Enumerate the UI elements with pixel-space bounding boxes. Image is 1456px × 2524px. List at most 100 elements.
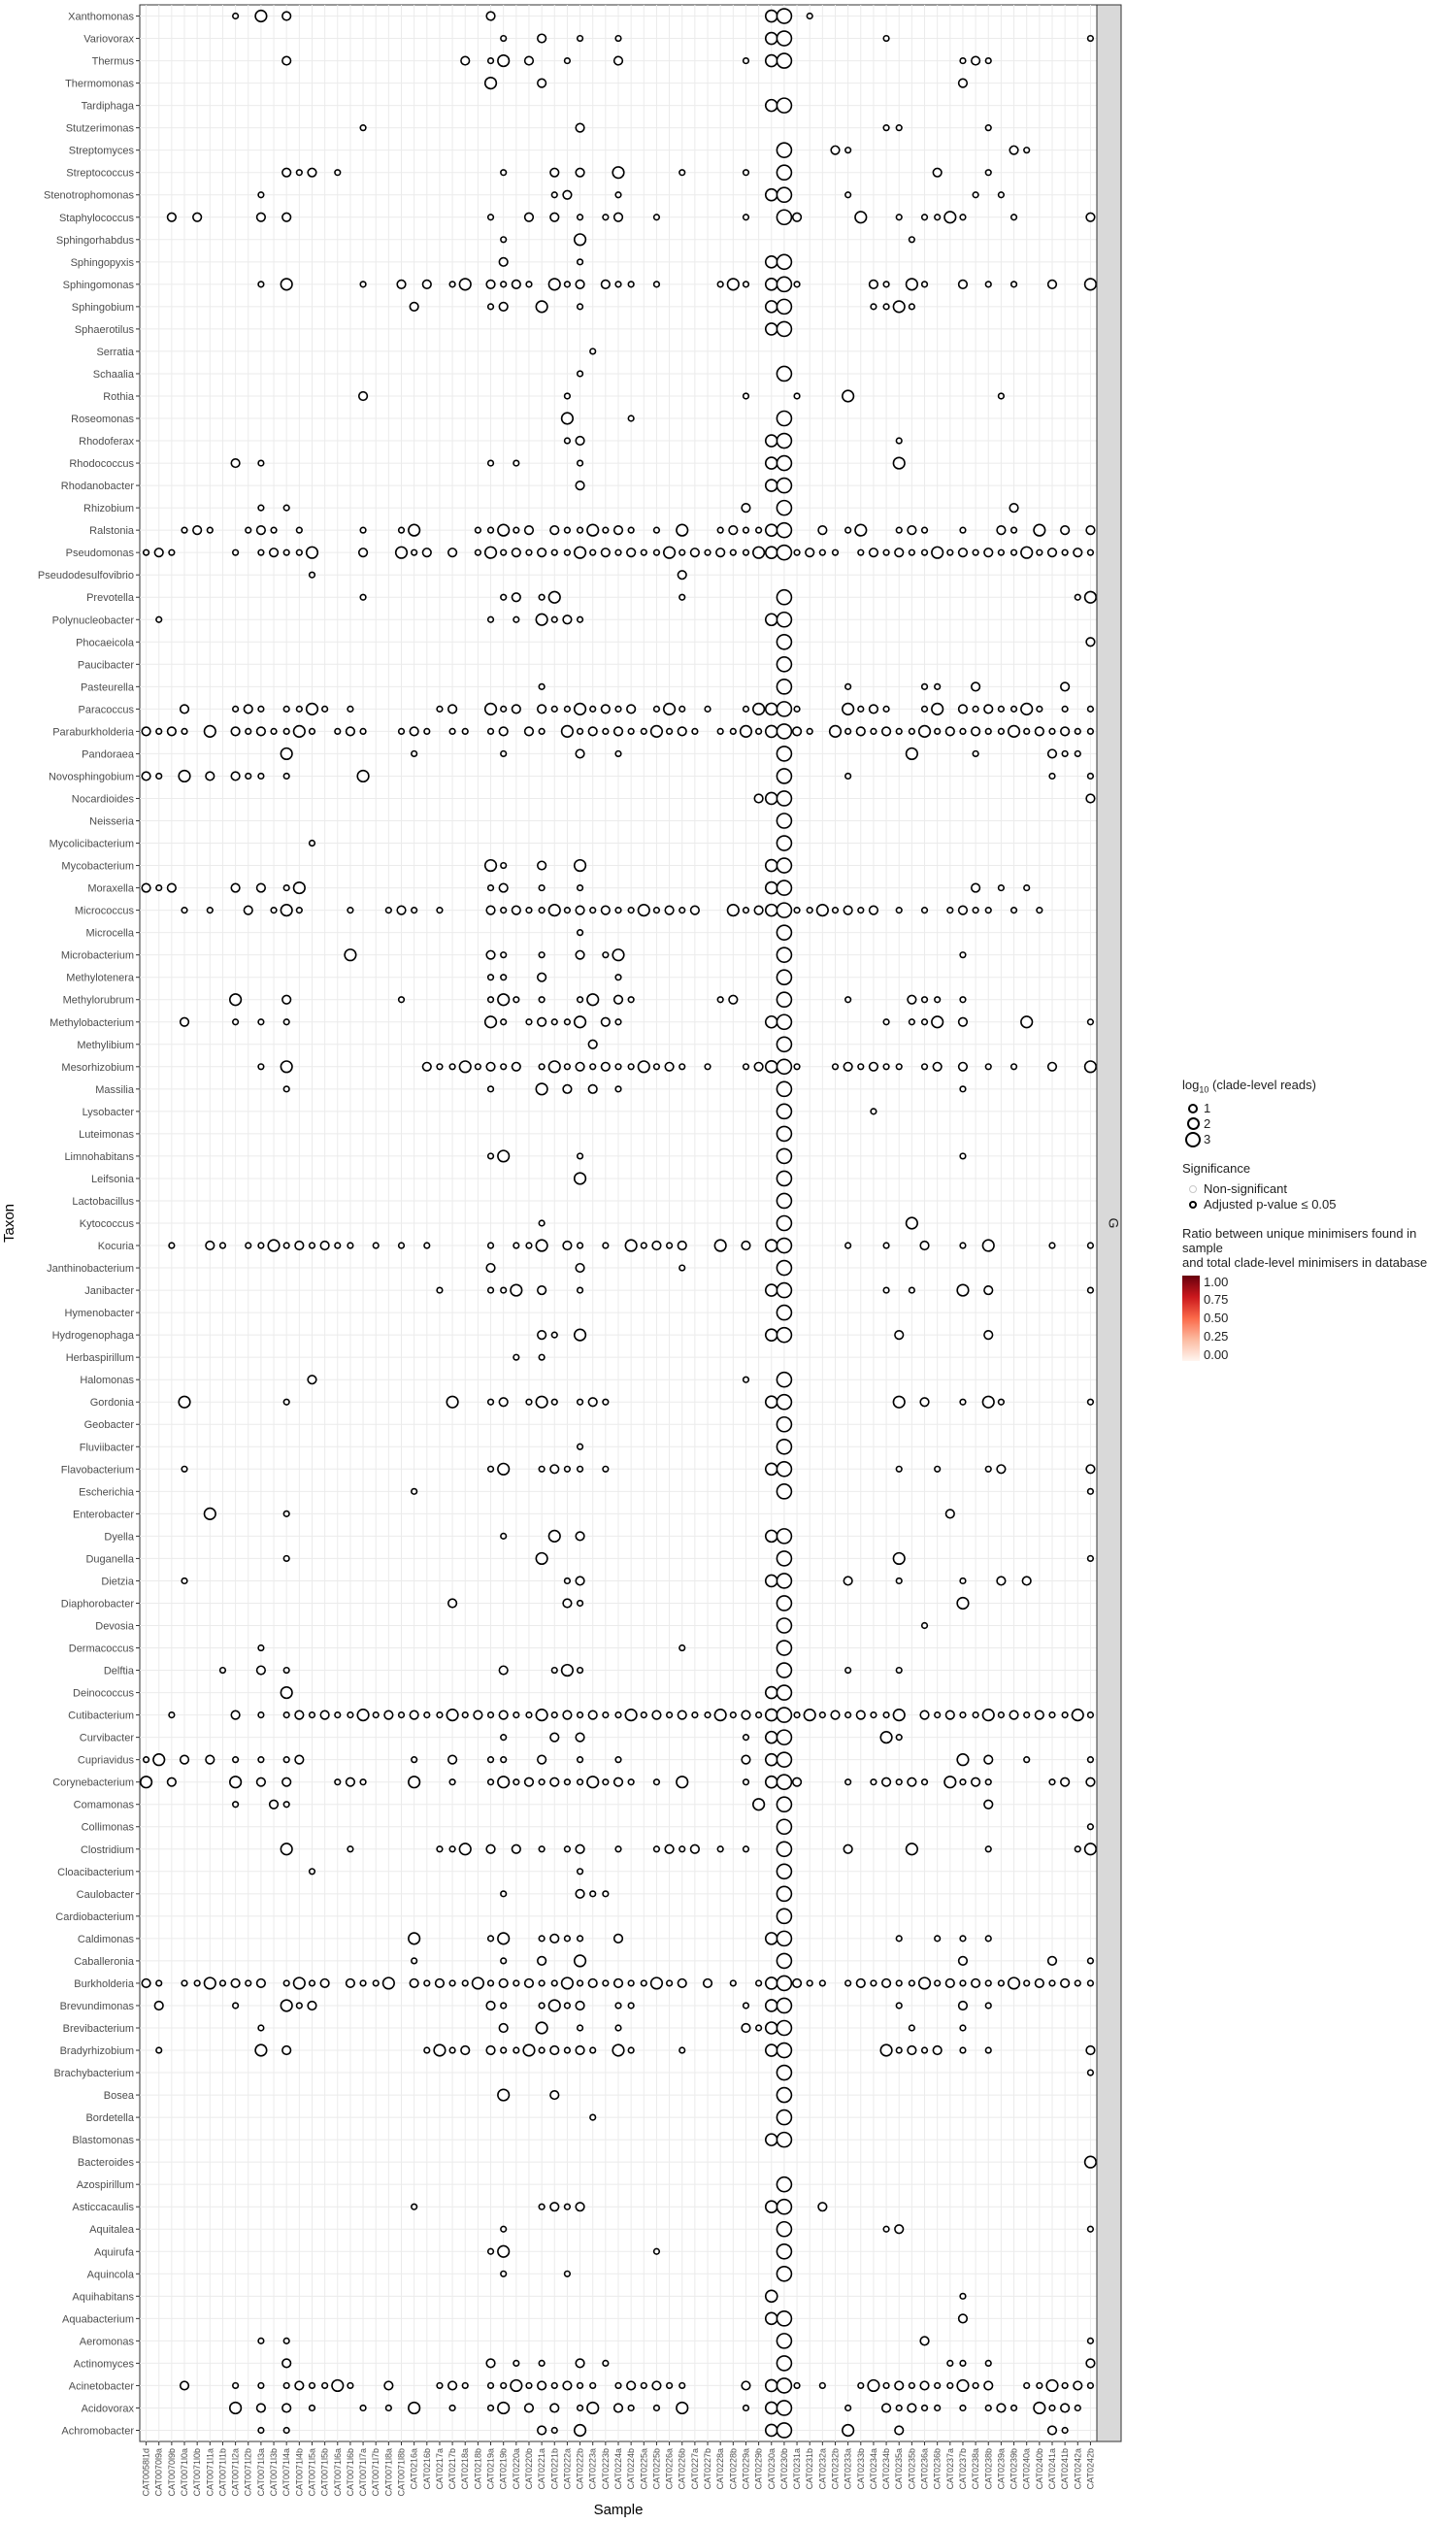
data-point (1074, 1845, 1081, 1853)
data-point (764, 2021, 778, 2035)
data-point (652, 1063, 661, 1071)
data-point (500, 2002, 508, 2009)
data-point (742, 56, 750, 65)
data-point (716, 1845, 724, 1853)
data-point (627, 996, 635, 1004)
data-point (895, 2404, 903, 2412)
data-point (776, 924, 793, 941)
data-point (776, 746, 793, 762)
data-point (500, 1957, 508, 1965)
data-point (245, 1242, 252, 1249)
x-tick-label: CAT0236b (933, 2448, 943, 2489)
data-point (257, 2337, 265, 2344)
data-point (920, 1018, 929, 1026)
data-point (308, 839, 316, 847)
data-point (513, 1711, 520, 1719)
data-point (538, 1935, 546, 1943)
data-point (983, 548, 994, 558)
data-point (741, 1754, 751, 1765)
x-tick-label: CAT0231b (805, 2448, 814, 2489)
data-point (1060, 1977, 1071, 1989)
data-point (764, 523, 778, 537)
data-point (764, 546, 778, 559)
data-point (984, 281, 992, 288)
data-point (586, 523, 600, 537)
data-point (689, 1843, 700, 1854)
data-point (997, 1711, 1005, 1719)
data-point (857, 1063, 865, 1071)
data-point (776, 2131, 793, 2148)
data-point (934, 727, 942, 735)
data-point (587, 1977, 598, 1989)
circle-large-icon (1185, 1131, 1201, 1147)
data-point (716, 281, 724, 288)
data-point (575, 2202, 585, 2212)
data-point (486, 1935, 495, 1943)
data-point (500, 2381, 508, 2390)
x-tick-label: CAT0231a (792, 2448, 802, 2489)
data-point (308, 727, 316, 735)
data-point (776, 1058, 793, 1076)
data-point (142, 548, 150, 556)
data-point (1009, 2404, 1018, 2412)
data-point (932, 2044, 943, 2056)
data-point (882, 1711, 890, 1719)
data-point (882, 705, 890, 713)
data-point (713, 1239, 727, 1252)
data-point (331, 2378, 345, 2393)
data-point (678, 593, 686, 601)
data-point (573, 2423, 587, 2438)
data-point (971, 681, 981, 692)
data-point (920, 705, 929, 713)
data-point (281, 167, 292, 178)
data-point (828, 724, 843, 738)
data-point (959, 727, 967, 735)
data-point (817, 2202, 828, 2212)
data-point (513, 2359, 520, 2368)
data-point (776, 1885, 793, 1903)
data-point (793, 1711, 801, 1719)
data-point (525, 1018, 533, 1026)
data-point (704, 548, 711, 556)
data-point (755, 2024, 763, 2032)
x-tick-label: CAT0240a (1022, 2448, 1032, 2489)
data-point (742, 392, 750, 400)
data-point (485, 1262, 496, 1274)
data-point (538, 593, 546, 601)
data-point (436, 1845, 444, 1853)
data-point (243, 905, 253, 915)
data-point (155, 772, 163, 780)
data-point (1060, 1777, 1071, 1787)
data-point (1036, 907, 1043, 914)
data-point (842, 2423, 855, 2438)
data-point (461, 2381, 469, 2390)
data-point (549, 1933, 560, 1943)
data-point (550, 1666, 558, 1675)
size-legend-label: 1 (1204, 1101, 1211, 1116)
data-point (179, 704, 190, 714)
data-point (943, 1776, 957, 1789)
data-point (497, 1462, 511, 1476)
data-point (550, 1398, 558, 1406)
data-point (486, 1398, 495, 1406)
data-point (742, 526, 750, 534)
data-point (1085, 637, 1096, 648)
data-point (168, 1242, 176, 1249)
data-point (776, 320, 793, 338)
data-point (218, 1979, 227, 1987)
y-tick-label: Tardiphaga (82, 101, 135, 113)
data-point (255, 2403, 266, 2413)
data-point (511, 279, 521, 289)
data-point (257, 2426, 265, 2435)
data-point (776, 2422, 793, 2439)
data-point (602, 1398, 610, 1406)
data-point (870, 1979, 877, 1987)
y-tick-label: Rothia (103, 391, 135, 403)
x-tick-label: CAT0229a (741, 2448, 750, 2489)
data-point (649, 724, 664, 738)
data-point (920, 2404, 929, 2412)
data-point (764, 1976, 778, 1990)
data-point (741, 1240, 751, 1251)
data-point (844, 772, 852, 780)
data-point (292, 880, 306, 895)
